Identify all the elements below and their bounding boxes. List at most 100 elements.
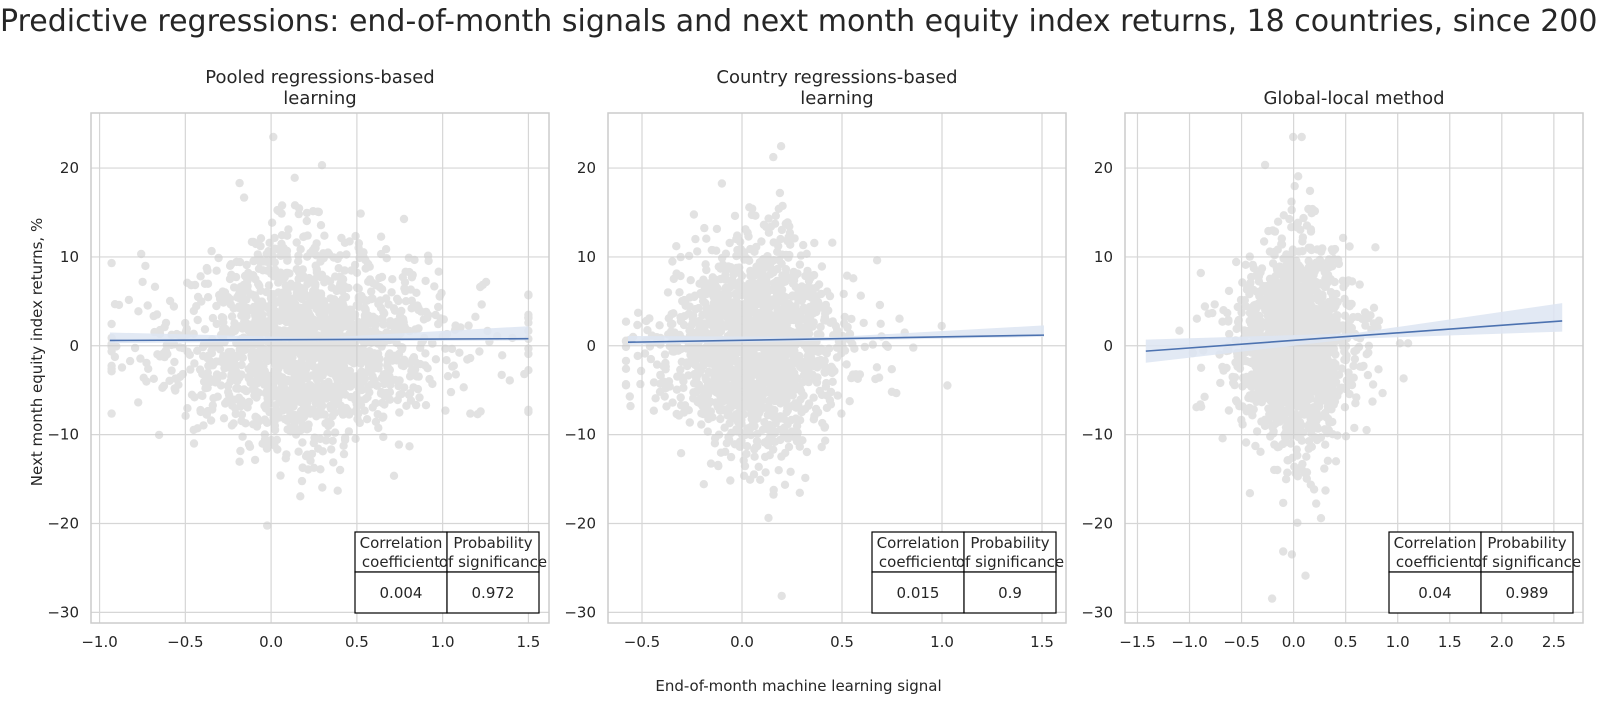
- scatter-point: [1338, 276, 1348, 285]
- scatter-point: [265, 376, 274, 385]
- scatter-point: [815, 359, 824, 368]
- scatter-point: [260, 366, 269, 376]
- scatter-point: [876, 319, 885, 328]
- scatter-point: [640, 349, 650, 358]
- scatter-point: [251, 327, 260, 336]
- scatter-point: [781, 250, 791, 260]
- scatter-point: [802, 359, 811, 369]
- scatter-point: [226, 260, 236, 269]
- scatter-point: [299, 400, 308, 409]
- scatter-point: [673, 342, 682, 351]
- y-tick-label: −10: [47, 426, 79, 444]
- axes-frame: [90, 112, 550, 624]
- scatter-point: [1192, 314, 1202, 323]
- scatter-point: [708, 368, 717, 377]
- scatter-point: [872, 363, 882, 372]
- scatter-point: [339, 449, 349, 459]
- scatter-point: [280, 305, 290, 314]
- scatter-point: [368, 373, 377, 382]
- scatter-point: [254, 297, 263, 306]
- scatter-point: [142, 358, 151, 368]
- scatter-point: [737, 271, 747, 281]
- scatter-point: [321, 330, 330, 340]
- scatter-point: [769, 152, 778, 162]
- scatter-point: [294, 447, 303, 456]
- scatter-point: [407, 366, 416, 376]
- scatter-point: [279, 398, 289, 407]
- scatter-point: [646, 354, 656, 364]
- panel-title: Pooled regressions-based: [205, 67, 434, 88]
- scatter-point: [758, 256, 767, 265]
- scatter-point: [806, 273, 816, 282]
- scatter-point: [788, 279, 798, 288]
- scatter-point: [782, 407, 791, 417]
- scatter-point: [459, 383, 468, 392]
- scatter-point: [203, 266, 212, 275]
- scatter-point: [752, 393, 762, 402]
- scatter-point: [320, 380, 329, 389]
- scatter-point: [270, 421, 280, 430]
- scatter-point: [1218, 434, 1227, 443]
- scatter-point: [323, 429, 332, 438]
- scatter-point: [1368, 380, 1378, 389]
- scatter-point: [794, 294, 803, 304]
- scatter-point: [219, 298, 228, 307]
- scatter-point: [796, 395, 805, 404]
- scatter-point: [822, 287, 832, 296]
- table-value-text: 0.972: [472, 584, 515, 602]
- scatter-point: [284, 364, 293, 374]
- scatter-point: [110, 300, 120, 309]
- scatter-point: [498, 351, 507, 360]
- scatter-point: [388, 275, 397, 284]
- scatter-point: [239, 400, 248, 409]
- scatter-point: [767, 257, 776, 267]
- scatter-point: [475, 347, 484, 356]
- scatter-point: [309, 463, 319, 472]
- scatter-point: [306, 456, 315, 465]
- scatter-point: [779, 295, 788, 304]
- scatter-point: [736, 361, 745, 370]
- scatter-point: [821, 316, 831, 325]
- scatter-point: [1350, 423, 1359, 433]
- scatter-point: [661, 383, 670, 393]
- scatter-point: [171, 386, 180, 395]
- scatter-point: [730, 384, 739, 394]
- scatter-point: [187, 390, 197, 399]
- scatter-point: [883, 342, 892, 351]
- scatter-point: [376, 249, 386, 259]
- scatter-point: [505, 376, 514, 385]
- scatter-point: [833, 391, 842, 400]
- scatter-point: [390, 306, 400, 315]
- scatter-point: [361, 305, 370, 314]
- scatter-point: [203, 354, 212, 363]
- scatter-point: [229, 419, 238, 428]
- scatter-point: [448, 362, 457, 371]
- scatter-point: [798, 378, 807, 387]
- scatter-point: [374, 299, 383, 309]
- scatter-points: [1175, 132, 1413, 603]
- panel-title: Country regressions-based: [716, 67, 957, 88]
- scatter-point: [747, 342, 757, 352]
- scatter-point: [380, 392, 389, 401]
- scatter-point: [691, 304, 700, 314]
- scatter-point: [284, 225, 293, 234]
- scatter-point: [771, 297, 780, 306]
- scatter-point: [1316, 514, 1326, 523]
- scatter-point: [378, 315, 387, 324]
- scatter-point: [1305, 186, 1315, 196]
- x-tick-label: 1.0: [930, 633, 954, 651]
- table-value-cell: [871, 571, 965, 614]
- scatter-point: [795, 260, 805, 269]
- scatter-point: [273, 344, 283, 353]
- scatter-point: [282, 375, 291, 385]
- scatter-point: [1237, 308, 1246, 317]
- y-tick-label: −20: [564, 514, 596, 532]
- scatter-point: [466, 353, 475, 363]
- scatter-point: [1293, 518, 1302, 527]
- scatter-point: [363, 318, 373, 327]
- scatter-point: [636, 379, 645, 389]
- scatter-point: [234, 290, 243, 300]
- scatter-point: [1251, 441, 1260, 451]
- scatter-point: [332, 286, 341, 296]
- scatter-point: [689, 352, 698, 361]
